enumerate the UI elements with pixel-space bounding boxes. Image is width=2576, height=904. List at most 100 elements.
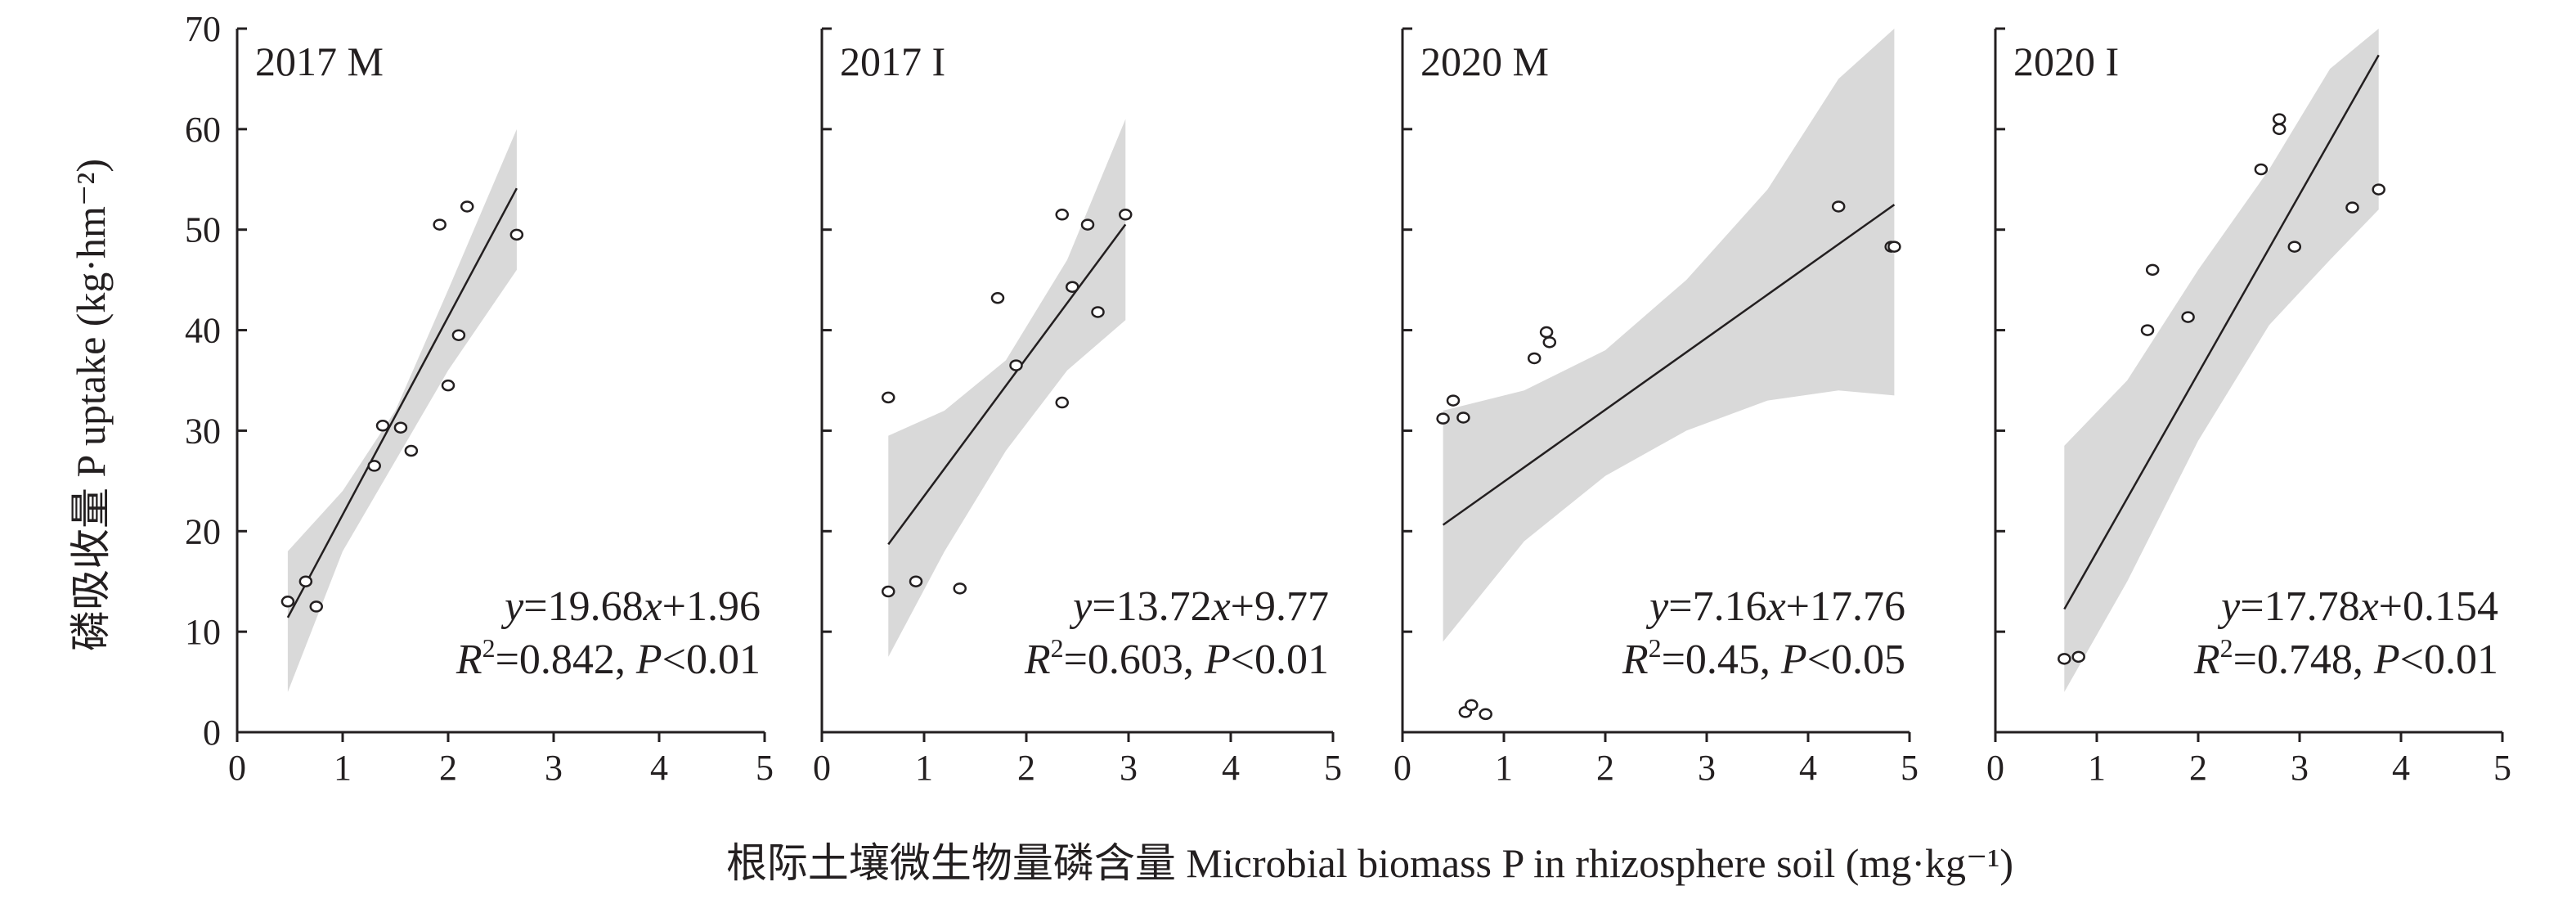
x-tick-label: 1	[915, 748, 933, 788]
x-tick-label: 5	[1901, 748, 1919, 788]
data-point	[1119, 209, 1133, 221]
data-point	[451, 329, 466, 341]
regression-equation: y=7.16x+17.76	[1645, 583, 1905, 630]
data-point	[1055, 396, 1069, 409]
data-point	[367, 460, 381, 472]
regression-line	[887, 223, 1127, 546]
x-tick-label: 0	[1393, 748, 1411, 788]
data-point	[2181, 311, 2195, 323]
x-tick-label: 5	[1324, 748, 1342, 788]
panel-title: 2017 I	[840, 38, 945, 84]
x-tick-label: 2	[2189, 748, 2207, 788]
x-tick-label: 3	[2291, 748, 2309, 788]
data-point	[953, 582, 967, 595]
fit-statistics: R2=0.842, P<0.01	[456, 633, 761, 683]
x-tick-label: 4	[1799, 748, 1817, 788]
y-tick-label: 30	[185, 411, 221, 451]
x-tick-label: 3	[1698, 748, 1716, 788]
y-tick-label: 70	[185, 9, 221, 49]
data-point	[1456, 412, 1470, 424]
data-point	[433, 218, 447, 231]
x-tick-label: 4	[1222, 748, 1240, 788]
x-tick-label: 0	[813, 748, 831, 788]
x-tick-label: 5	[756, 748, 774, 788]
data-point	[1080, 218, 1095, 231]
data-point	[1539, 326, 1554, 339]
data-point	[1055, 209, 1069, 221]
data-point	[2254, 163, 2269, 176]
data-point	[909, 575, 923, 587]
x-tick-label: 4	[2392, 748, 2410, 788]
fit-statistics: R2=0.45, P<0.05	[1622, 633, 1905, 683]
regression-equation: y=19.68x+1.96	[500, 583, 761, 630]
confidence-band	[1443, 29, 1895, 642]
y-tick-label: 40	[185, 311, 221, 351]
y-tick-label: 60	[185, 110, 221, 150]
data-point	[2140, 324, 2155, 336]
data-point	[375, 420, 390, 432]
y-tick-label: 20	[185, 511, 221, 551]
data-point	[2058, 653, 2071, 665]
y-axis-title: 磷吸收量 P uptake (kg·hm⁻²)	[68, 159, 114, 651]
y-tick-label: 50	[185, 210, 221, 250]
x-tick-label: 1	[1495, 748, 1513, 788]
regression-equation: y=17.78x+0.154	[2217, 583, 2498, 630]
confidence-band	[287, 128, 517, 692]
data-point	[1479, 708, 1492, 721]
data-point	[280, 596, 295, 608]
x-tick-label: 0	[1986, 748, 2004, 788]
data-point	[404, 444, 419, 457]
data-point	[2372, 183, 2385, 196]
confidence-band	[888, 119, 1126, 657]
panel-1: 0 10 20 30 40 50 60 70 0 1 2 3 4 5 2017 M y=19.68x+1.96…	[185, 9, 774, 788]
regression-line	[286, 187, 518, 618]
regression-equation: y=13.72x+9.77	[1069, 583, 1329, 630]
data-point	[1465, 699, 1479, 712]
regression-line	[2063, 54, 2380, 610]
data-point	[1527, 352, 1542, 365]
data-point	[309, 600, 323, 613]
x-tick-label: 3	[1120, 748, 1138, 788]
panel-title: 2020 I	[2013, 38, 2119, 84]
x-tick-label: 4	[650, 748, 668, 788]
x-tick-label: 3	[545, 748, 563, 788]
x-axis-title: 根际土壤微生物量磷含量 Microbial biomass P in rhizo…	[726, 840, 2013, 886]
x-tick-label: 2	[1596, 748, 1614, 788]
data-point	[990, 292, 1005, 304]
data-point	[882, 391, 895, 404]
x-tick-label: 1	[334, 748, 352, 788]
data-point	[2287, 241, 2302, 253]
fit-statistics: R2=0.603, P<0.01	[1024, 633, 1329, 683]
data-point	[509, 228, 524, 241]
data-point	[1887, 241, 1901, 253]
data-point	[1436, 412, 1450, 425]
x-tick-label: 2	[439, 748, 457, 788]
y-tick-label: 0	[203, 713, 221, 753]
data-point	[1066, 281, 1079, 293]
data-point	[460, 200, 474, 213]
fit-statistics: R2=0.748, P<0.01	[2193, 633, 2498, 683]
x-tick-label: 1	[2088, 748, 2106, 788]
panel-title: 2017 M	[255, 38, 384, 84]
panel-title: 2020 M	[1420, 38, 1549, 84]
data-point	[1091, 306, 1105, 318]
data-point	[2345, 201, 2359, 214]
data-point	[1446, 394, 1461, 407]
y-tick-label: 10	[185, 612, 221, 652]
data-point	[298, 575, 313, 587]
data-point	[882, 585, 895, 598]
data-point	[2145, 263, 2160, 277]
data-point	[1542, 336, 1557, 349]
data-point	[1009, 359, 1023, 371]
x-tick-label: 5	[2493, 748, 2511, 788]
regression-line	[1442, 204, 1896, 526]
data-point	[2071, 650, 2085, 663]
data-point	[1831, 200, 1846, 213]
data-point	[393, 421, 408, 434]
x-tick-label: 0	[228, 748, 246, 788]
